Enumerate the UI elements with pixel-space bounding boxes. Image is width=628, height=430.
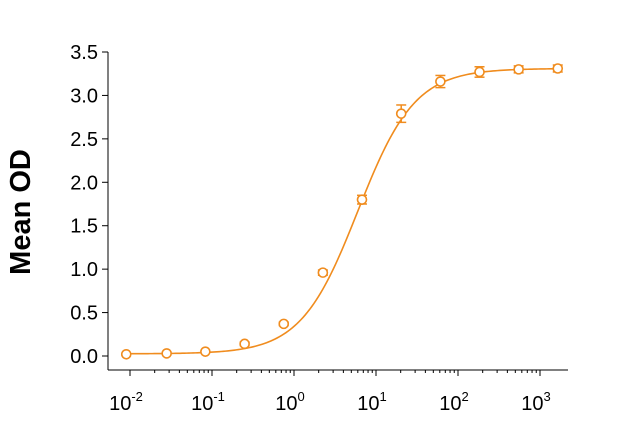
data-point [317, 267, 329, 278]
data-point [474, 66, 485, 78]
y-tick-label: 2.0 [70, 172, 98, 194]
data-point [161, 348, 172, 359]
data-point [239, 338, 250, 350]
y-axis-title: Mean OD [5, 149, 37, 275]
y-tick-label: 0.5 [70, 303, 98, 325]
y-tick-label: 1.5 [70, 216, 98, 238]
x-tick-label: 101 [357, 389, 386, 415]
data-point [120, 348, 132, 360]
data-point [200, 346, 211, 357]
y-tick-label: 3.0 [70, 85, 98, 107]
x-tick-label: 102 [439, 389, 468, 415]
x-tick-label: 103 [521, 389, 550, 415]
x-tick-label: 100 [275, 389, 304, 415]
data-points-layer [120, 63, 564, 360]
data-point [435, 76, 446, 87]
y-tick-label: 2.5 [70, 129, 98, 151]
y-tick-label: 3.5 [70, 42, 98, 64]
y-axis: 0.0 0.5 1.0 1.5 2.0 2.5 3.0 3.5 [70, 42, 109, 370]
data-point [395, 108, 407, 119]
x-tick-label: 10-2 [109, 389, 143, 415]
data-point [278, 318, 290, 330]
data-point [356, 194, 368, 205]
x-tick-label: 10-1 [191, 389, 225, 415]
y-tick-label: 0.0 [70, 346, 98, 368]
fit-curve-layer [126, 67, 558, 355]
y-tick-label: 1.0 [70, 259, 98, 281]
fit-curve [126, 67, 558, 355]
x-axis: 10-2 10-1 100 101 102 103 [108, 369, 568, 415]
data-point [552, 63, 564, 74]
data-point [513, 64, 524, 75]
